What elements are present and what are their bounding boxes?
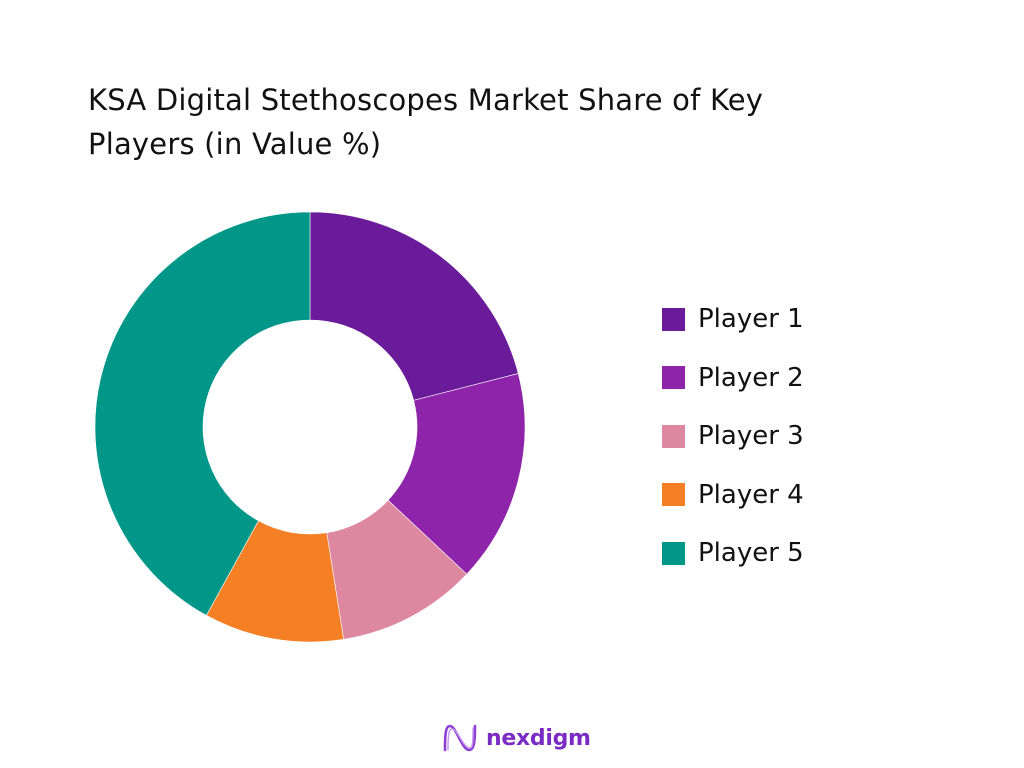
donut-slice-player-5: [94, 211, 311, 616]
logo-text: nexdigm: [486, 725, 591, 751]
wave-logo-icon: [443, 724, 477, 752]
legend-label: Player 4: [698, 479, 804, 510]
chart-title: KSA Digital Stethoscopes Market Share of…: [88, 78, 888, 166]
legend-swatch-icon: [662, 307, 685, 331]
chart-title-line-2: Players (in Value %): [88, 127, 382, 161]
donut-slices: [94, 211, 526, 643]
nexdigm-logo: nexdigm: [442, 722, 591, 754]
legend-swatch-icon: [662, 424, 685, 448]
legend-item-player-3: Player 3: [662, 407, 804, 466]
legend-item-player-5: Player 5: [662, 524, 804, 583]
legend-item-player-2: Player 2: [662, 349, 804, 408]
legend-label: Player 3: [698, 421, 804, 452]
donut-slice-player-1: [309, 211, 519, 401]
chart-title-line-1: KSA Digital Stethoscopes Market Share of…: [88, 83, 764, 117]
chart-legend: Player 1 Player 2 Player 3 Player 4 Play…: [662, 290, 804, 583]
legend-label: Player 5: [698, 538, 804, 569]
legend-swatch-icon: [662, 541, 685, 565]
legend-swatch-icon: [662, 366, 685, 390]
legend-item-player-1: Player 1: [662, 290, 804, 349]
legend-item-player-4: Player 4: [662, 466, 804, 525]
legend-label: Player 1: [698, 304, 804, 335]
donut-slice-player-2: [387, 373, 526, 575]
legend-label: Player 2: [698, 362, 804, 393]
legend-swatch-icon: [662, 483, 685, 507]
